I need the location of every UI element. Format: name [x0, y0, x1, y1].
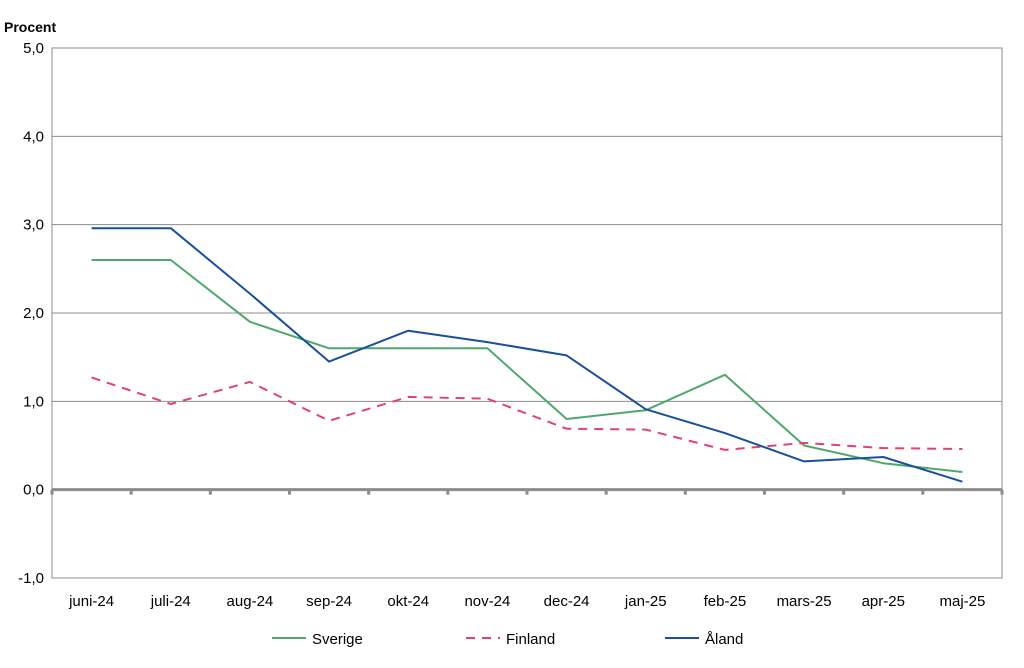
- y-tick-label: 2,0: [23, 305, 44, 322]
- x-tick-label: jan-25: [624, 593, 667, 610]
- y-tick-label: 0,0: [23, 482, 44, 499]
- y-tick-label: 1,0: [23, 393, 44, 410]
- x-tick-label: nov-24: [464, 593, 510, 610]
- x-tick-label: aug-24: [227, 593, 274, 610]
- y-tick-label: -1,0: [18, 570, 44, 587]
- x-tick-label: feb-25: [704, 593, 747, 610]
- y-axis-unit-label: Procent: [4, 19, 57, 35]
- y-tick-label: 3,0: [23, 217, 44, 234]
- x-tick-label: mars-25: [777, 593, 832, 610]
- y-tick-label: 5,0: [23, 40, 44, 57]
- x-tick-label: dec-24: [544, 593, 590, 610]
- series-line-sverige: [91, 259, 963, 473]
- series-line-finland: [91, 376, 963, 451]
- series-line--land: [91, 227, 963, 483]
- x-tick-label: maj-25: [939, 593, 985, 610]
- legend-label: Finland: [506, 631, 555, 648]
- x-tick-label: apr-25: [862, 593, 905, 610]
- x-tick-label: okt-24: [387, 593, 429, 610]
- legend-label: Sverige: [312, 631, 363, 648]
- y-tick-label: 4,0: [23, 128, 44, 145]
- x-tick-label: juni-24: [68, 593, 114, 610]
- x-tick-label: juli-24: [150, 593, 191, 610]
- x-tick-label: sep-24: [306, 593, 352, 610]
- legend-label: Åland: [705, 631, 743, 648]
